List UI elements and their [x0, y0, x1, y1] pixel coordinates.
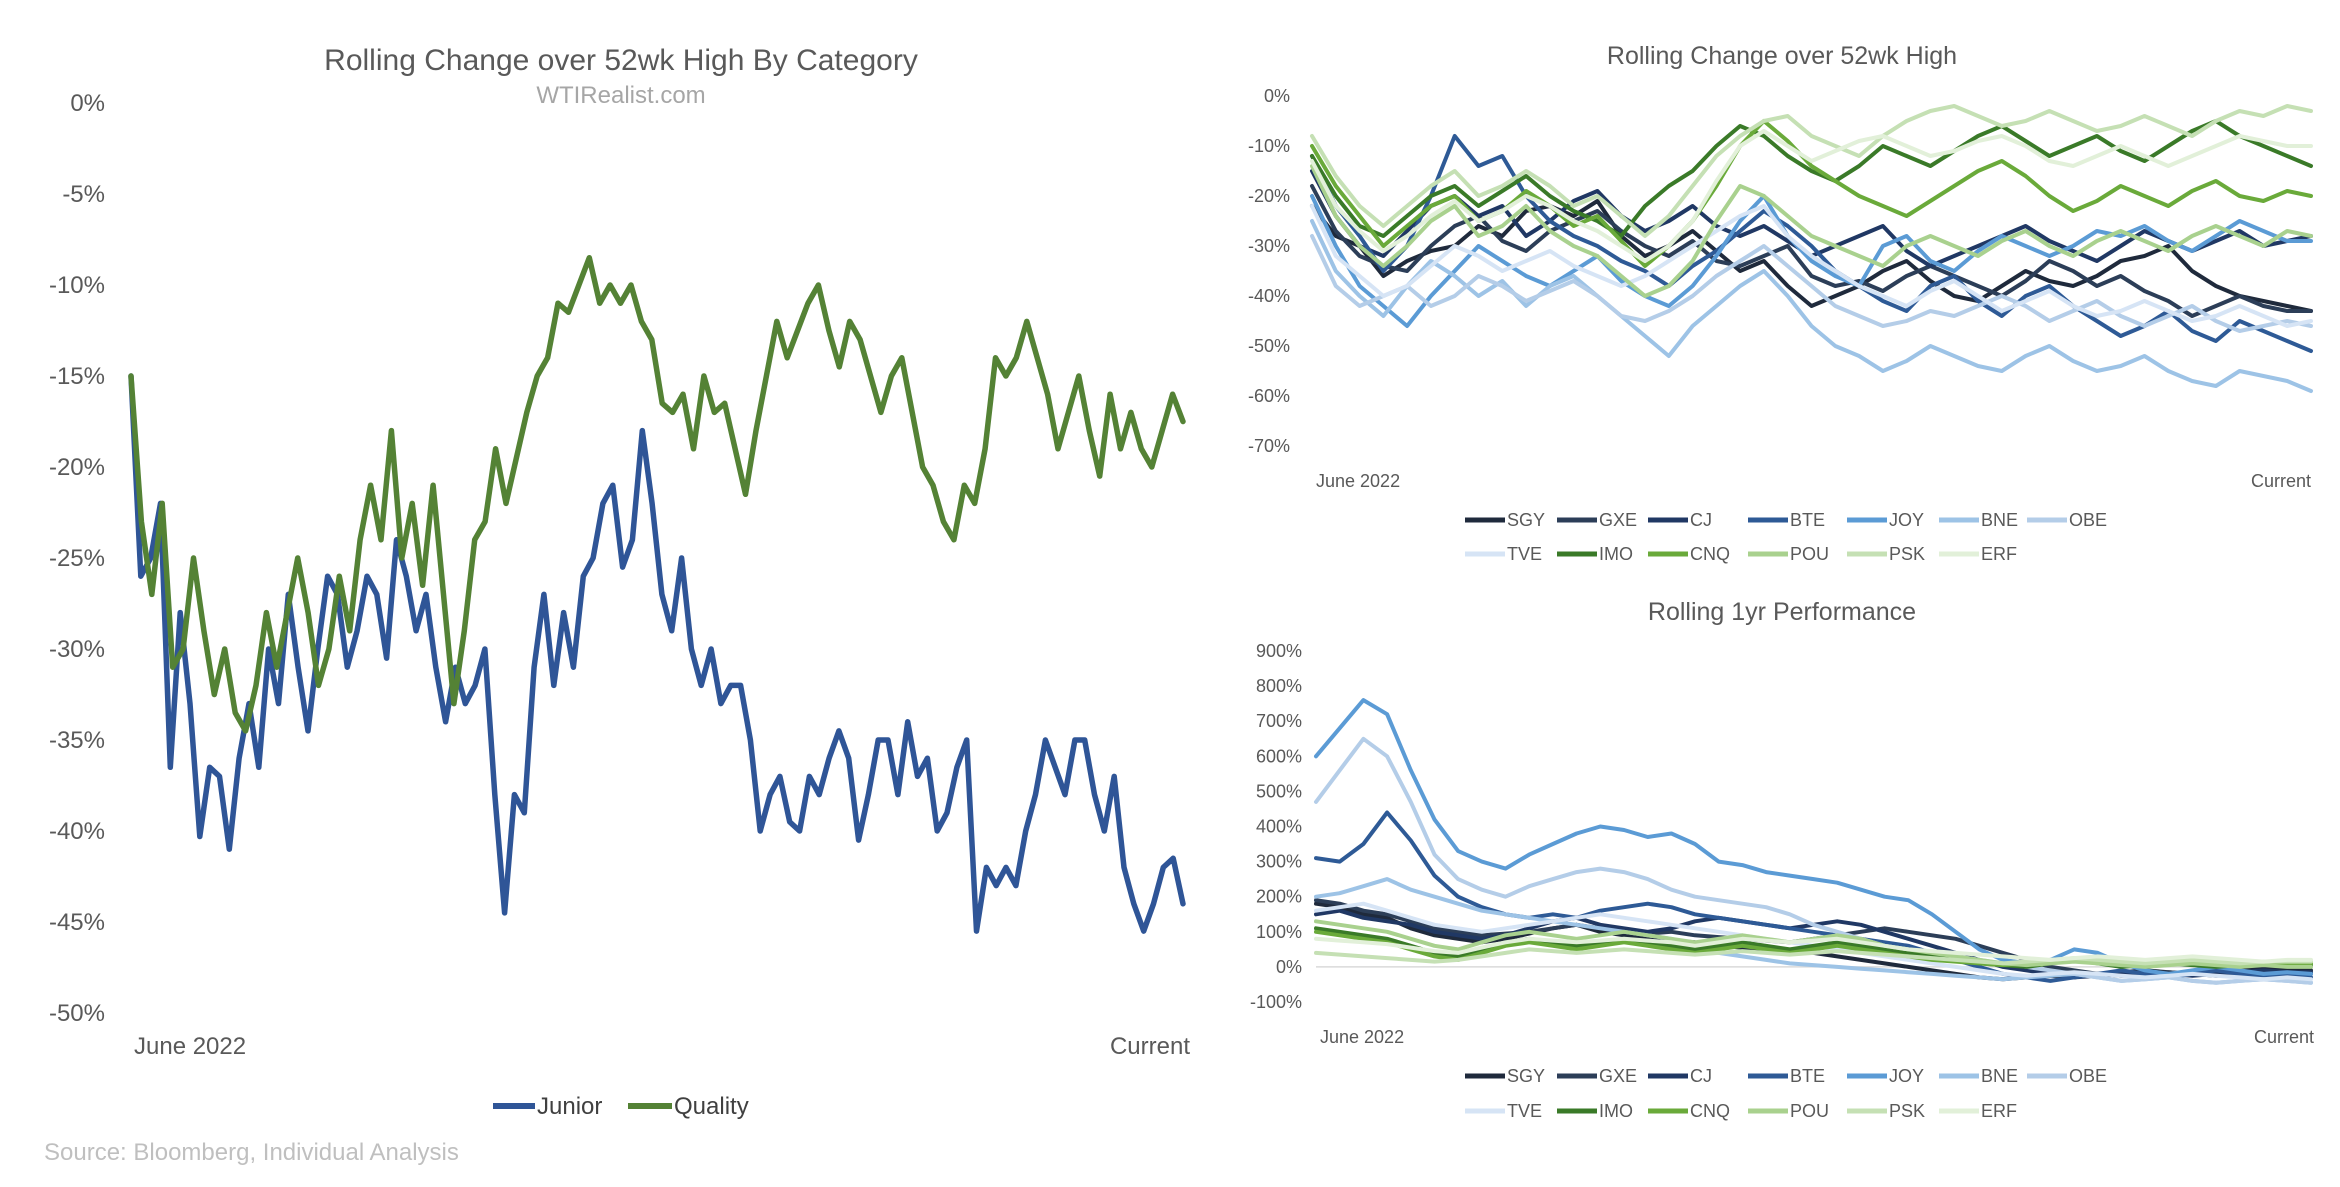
- bottom-right-chart: Rolling 1yr Performance 900% 800% 700% 600%…: [1250, 598, 2314, 1121]
- main-chart-subtitle: WTIRealist.com: [536, 82, 705, 109]
- bottom_right-y-tick: 400%: [1256, 817, 1302, 837]
- main-y-tick: -5%: [62, 181, 105, 208]
- bottom_right-y-tick: 300%: [1256, 852, 1302, 872]
- main-series-junior: [128, 373, 1186, 934]
- top_right-y-tick: -50%: [1248, 336, 1290, 356]
- bottom_right-series-joy: [1314, 698, 2313, 976]
- bottom-right-title: Rolling 1yr Performance: [1648, 598, 1916, 626]
- top_right-series-imo: [1310, 119, 2313, 238]
- legend-sgy-label: SGY: [1507, 510, 1545, 530]
- legend-cj-label: CJ: [1690, 1066, 1712, 1086]
- bottom-right-series: [1314, 698, 2313, 985]
- bottom_right-series-erf: [1314, 936, 2313, 964]
- main-chart: Rolling Change over 52wk High By Categor…: [44, 44, 1190, 1166]
- top_right-series-bne: [1310, 219, 2313, 393]
- bottom_right-y-tick: 800%: [1256, 676, 1302, 696]
- top_right-series-tve: [1310, 204, 2313, 328]
- legend-bne-label: BNE: [1981, 1066, 2018, 1086]
- top_right-series-sgy: [1310, 199, 2313, 313]
- main-y-tick: -15%: [49, 363, 105, 390]
- legend-sgy-label: SGY: [1507, 1066, 1545, 1086]
- main-y-tick: -30%: [49, 636, 105, 663]
- legend-obe-label: OBE: [2069, 1066, 2107, 1086]
- top-right-y-axis: 0% -10% -20% -30% -40% -50% -60% -70%: [1248, 86, 1290, 456]
- top_right-y-tick: -20%: [1248, 186, 1290, 206]
- legend-cnq-label: CNQ: [1690, 544, 1730, 564]
- legend-gxe-label: GXE: [1599, 510, 1637, 530]
- top_right-y-tick: -70%: [1248, 436, 1290, 456]
- top_right-series-erf: [1310, 129, 2313, 263]
- bottom-right-y-axis: 900% 800% 700% 600% 500% 400% 300% 200% 100% 0% -1…: [1250, 641, 1302, 1012]
- bottom_right-y-tick: 200%: [1256, 887, 1302, 907]
- legend-joy-label: JOY: [1889, 510, 1924, 530]
- top_right-y-tick: 0%: [1264, 86, 1290, 106]
- legend-pou-label: POU: [1790, 544, 1829, 564]
- main-y-axis: 0% -5% -10% -15% -20% -25% -30% -35% -40% -45% -50…: [49, 90, 105, 1027]
- legend-obe-label: OBE: [2069, 510, 2107, 530]
- top_right-y-tick: -60%: [1248, 386, 1290, 406]
- top-right-chart: Rolling Change over 52wk High 0% -10% -20%…: [1248, 42, 2313, 564]
- top_right-series-obe: [1310, 234, 2313, 333]
- bottom_right-y-tick: 0%: [1276, 957, 1302, 977]
- legend-quality-label: Quality: [674, 1093, 749, 1120]
- legend-pou-label: POU: [1790, 1101, 1829, 1121]
- source-note: Source: Bloomberg, Individual Analysis: [44, 1139, 459, 1166]
- top_right-series-psk: [1310, 104, 2313, 238]
- bottom_right-y-tick: 100%: [1256, 922, 1302, 942]
- main-y-tick: -25%: [49, 545, 105, 572]
- legend-joy-label: JOY: [1889, 1066, 1924, 1086]
- legend-imo-label: IMO: [1599, 1101, 1633, 1121]
- bottom_right-y-tick: 600%: [1256, 746, 1302, 766]
- legend-imo-label: IMO: [1599, 544, 1633, 564]
- main-series: [128, 254, 1186, 934]
- legend-psk-label: PSK: [1889, 544, 1925, 564]
- main-y-tick: -10%: [49, 272, 105, 299]
- bottom_right-y-tick: 500%: [1256, 781, 1302, 801]
- bottom_right-series-psk: [1314, 947, 2313, 966]
- legend-psk-label: PSK: [1889, 1101, 1925, 1121]
- main-y-tick: -40%: [49, 818, 105, 845]
- top-right-title: Rolling Change over 52wk High: [1607, 42, 1957, 70]
- top_right-series-joy: [1310, 194, 2313, 328]
- legend-cnq-label: CNQ: [1690, 1101, 1730, 1121]
- main-y-tick: -20%: [49, 454, 105, 481]
- bottom_right-y-tick: 900%: [1256, 641, 1302, 661]
- main-legend: Junior Quality: [493, 1093, 749, 1120]
- top-right-legend: SGY GXE CJ BTE JOY BNE OBE TVE IMO CNQ POU PSK ERF: [1465, 510, 2107, 564]
- main-y-tick: 0%: [70, 90, 105, 117]
- legend-tve-label: TVE: [1507, 544, 1542, 564]
- bottom-right-x-label-start: June 2022: [1320, 1027, 1404, 1047]
- bottom-right-x-label-end: Current: [2254, 1027, 2314, 1047]
- legend-bne-label: BNE: [1981, 510, 2018, 530]
- top_right-y-tick: -40%: [1248, 286, 1290, 306]
- legend-junior-label: Junior: [537, 1093, 602, 1120]
- legend-cj-label: CJ: [1690, 510, 1712, 530]
- main-y-tick: -35%: [49, 727, 105, 754]
- top_right-series-pou: [1310, 164, 2313, 298]
- main-y-tick: -45%: [49, 909, 105, 936]
- legend-gxe-label: GXE: [1599, 1066, 1637, 1086]
- bottom_right-series-bte: [1314, 810, 2313, 983]
- top_right-y-tick: -30%: [1248, 236, 1290, 256]
- top_right-series-cj: [1310, 169, 2313, 268]
- bottom-right-legend: SGY GXE CJ BTE JOY BNE OBE TVE IMO CNQ POU PSK ERF: [1465, 1066, 2107, 1121]
- main-x-label-end: Current: [1110, 1033, 1190, 1060]
- bottom_right-y-tick: -100%: [1250, 992, 1302, 1012]
- top-right-series: [1310, 104, 2313, 393]
- legend-bte-label: BTE: [1790, 510, 1825, 530]
- main-y-tick: -50%: [49, 1000, 105, 1027]
- main-chart-title: Rolling Change over 52wk High By Categor…: [324, 44, 918, 77]
- top-right-x-label-start: June 2022: [1316, 471, 1400, 491]
- main-x-label-start: June 2022: [134, 1033, 246, 1060]
- legend-erf-label: ERF: [1981, 544, 2017, 564]
- main-series-quality: [128, 254, 1186, 734]
- legend-erf-label: ERF: [1981, 1101, 2017, 1121]
- legend-bte-label: BTE: [1790, 1066, 1825, 1086]
- legend-tve-label: TVE: [1507, 1101, 1542, 1121]
- top-right-x-label-end: Current: [2251, 471, 2311, 491]
- bottom_right-y-tick: 700%: [1256, 711, 1302, 731]
- top_right-y-tick: -10%: [1248, 136, 1290, 156]
